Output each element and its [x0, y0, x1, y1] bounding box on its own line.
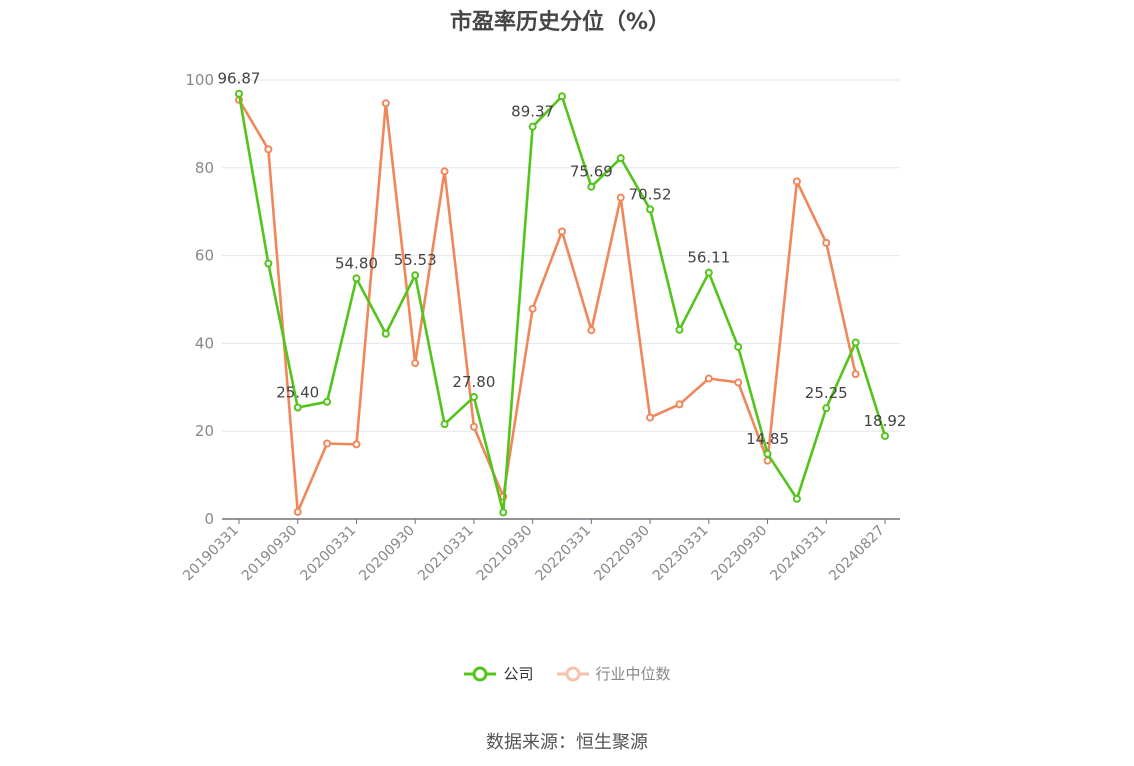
data-label: 14.85	[746, 430, 789, 448]
point-company[interactable]	[646, 205, 655, 214]
x-tick-label: 20210930	[474, 523, 536, 585]
line-chart: 0 20 40 60 80 100 2019033120190930202003312020…	[180, 70, 907, 584]
point-company[interactable]	[734, 342, 743, 351]
x-tick-label: 20210331	[415, 523, 477, 585]
point-company[interactable]	[440, 420, 449, 429]
data-label: 25.40	[276, 383, 319, 401]
point-company[interactable]	[558, 92, 566, 101]
y-tick-label: 0	[204, 510, 214, 528]
point-company[interactable]	[499, 508, 508, 517]
point-company[interactable]	[616, 154, 625, 163]
point-industry-median[interactable]	[264, 145, 273, 154]
x-tick-label: 20190930	[239, 523, 301, 585]
point-industry-median[interactable]	[411, 359, 420, 368]
data-source-note: 数据来源：恒生聚源	[486, 732, 648, 753]
point-industry-median[interactable]	[587, 326, 596, 335]
point-industry-median[interactable]	[558, 227, 566, 236]
point-industry-median[interactable]	[822, 238, 831, 247]
y-tick-label: 20	[195, 422, 214, 440]
legend-label-company: 公司	[503, 665, 534, 683]
label-layer: 96.87 25.40 54.80 55.53 27.80 89.37 75.69 70.52…	[218, 70, 907, 448]
legend-item-industry-median[interactable]: 行业中位数	[556, 663, 671, 684]
y-tick-label: 100	[185, 71, 214, 89]
point-company[interactable]	[528, 122, 537, 131]
point-industry-median[interactable]	[469, 422, 478, 431]
point-company[interactable]	[881, 431, 889, 440]
x-tick-label: 20220930	[591, 523, 653, 585]
grid-layer	[222, 79, 900, 432]
x-tick-label: 20220331	[532, 523, 594, 585]
point-industry-median[interactable]	[734, 378, 743, 387]
data-label: 27.80	[452, 373, 495, 391]
legend-marker-industry-median	[556, 666, 589, 681]
point-company[interactable]	[469, 392, 478, 401]
point-company[interactable]	[352, 274, 361, 283]
x-tick-label: 20190331	[180, 523, 242, 585]
data-label: 96.87	[218, 70, 261, 88]
x-tick-label: 20230331	[650, 523, 712, 585]
legend: 公司 行业中位数	[0, 663, 1134, 684]
data-label: 89.37	[511, 103, 554, 121]
x-tick-label: 20240331	[767, 523, 829, 585]
point-company[interactable]	[822, 404, 831, 413]
point-company[interactable]	[381, 329, 390, 338]
legend-marker-company	[464, 666, 497, 681]
axis-layer: 0 20 40 60 80 100 2019033120190930202003312020…	[180, 71, 900, 584]
x-tick-label: 20200331	[298, 523, 360, 585]
point-industry-median[interactable]	[704, 374, 713, 383]
point-company[interactable]	[851, 338, 860, 347]
x-tick-label: 20200930	[356, 523, 418, 585]
data-label: 70.52	[629, 185, 672, 203]
point-industry-median[interactable]	[352, 440, 361, 449]
point-industry-median[interactable]	[792, 177, 801, 186]
y-tick-label: 40	[195, 334, 214, 352]
point-industry-median[interactable]	[616, 193, 625, 202]
point-industry-median[interactable]	[381, 99, 390, 108]
point-company[interactable]	[235, 89, 243, 98]
point-company[interactable]	[675, 325, 684, 334]
chart-title: 市盈率历史分位（%）	[449, 10, 671, 35]
data-label: 54.80	[335, 254, 378, 272]
point-company[interactable]	[763, 449, 772, 458]
point-industry-median[interactable]	[293, 507, 302, 516]
point-company[interactable]	[293, 403, 302, 412]
data-label: 18.92	[864, 412, 907, 430]
x-tick-label: 20240827	[826, 523, 888, 585]
point-industry-median[interactable]	[323, 439, 332, 448]
series-layer	[235, 89, 889, 517]
data-label: 75.69	[570, 163, 613, 181]
point-company[interactable]	[587, 182, 596, 191]
point-industry-median[interactable]	[440, 167, 449, 176]
x-tick-label: 20230930	[709, 523, 771, 585]
point-industry-median[interactable]	[528, 304, 537, 313]
data-label: 55.53	[394, 251, 437, 269]
y-tick-label: 80	[195, 159, 214, 177]
legend-item-company[interactable]: 公司	[463, 663, 534, 684]
y-tick-label: 60	[195, 247, 214, 265]
point-industry-median[interactable]	[675, 400, 684, 409]
point-industry-median[interactable]	[851, 370, 860, 379]
point-company[interactable]	[792, 494, 801, 503]
point-company[interactable]	[704, 268, 713, 277]
legend-label-industry-median: 行业中位数	[595, 665, 671, 683]
point-company[interactable]	[264, 259, 273, 268]
series-line-company	[237, 93, 887, 514]
data-label: 25.25	[805, 384, 848, 402]
point-company[interactable]	[323, 397, 332, 406]
data-label: 56.11	[687, 249, 730, 267]
point-company[interactable]	[411, 271, 420, 280]
point-industry-median[interactable]	[646, 413, 655, 422]
series-line-industry-median	[237, 99, 857, 514]
